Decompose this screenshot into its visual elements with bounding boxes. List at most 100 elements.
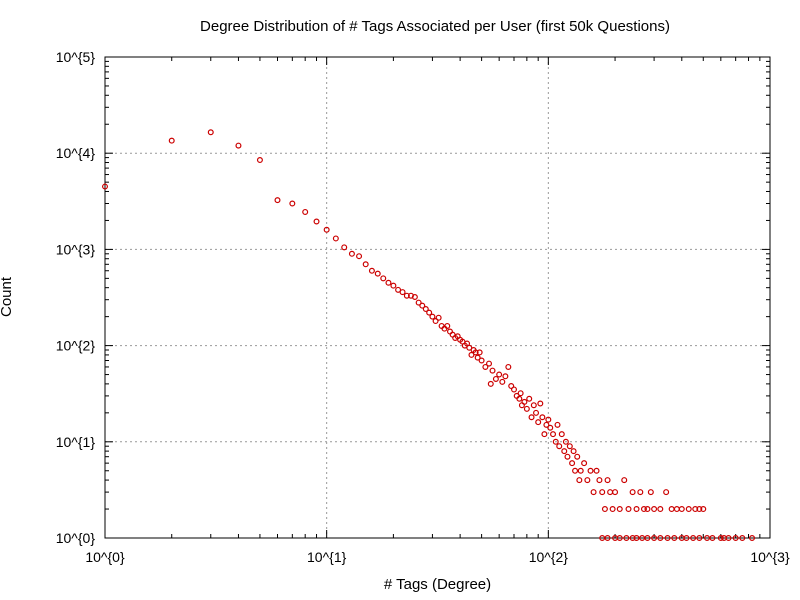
data-point [621,477,628,484]
y-tick-label: 10^{4} [56,145,96,161]
data-point [663,489,670,496]
y-tick-label: 10^{1} [56,434,96,450]
data-point [539,414,546,421]
data-point [528,414,535,421]
data-point [341,244,348,251]
data-point [476,349,483,356]
data-point [492,375,499,382]
axis-ticks: 10^{0} 10^{1} 10^{2} 10^{3} 10^{0} 10^{1} 10^{… [56,49,790,565]
data-point [732,534,739,541]
x-axis-label: # Tags (Degree) [383,576,492,593]
data-point [629,534,636,541]
data-point [496,371,503,378]
data-point [564,453,571,460]
data-point [444,322,451,329]
data-point [601,506,608,513]
data-point [429,313,436,320]
y-tick-label: 10^{0} [56,530,96,546]
data-point [616,506,623,513]
data-point [274,197,281,204]
data-point [584,477,591,484]
data-point [168,137,175,144]
data-point [348,250,355,257]
data-point [577,467,584,474]
data-point [499,378,506,385]
grid-lines [105,57,770,538]
data-point [535,419,542,426]
data-point [651,506,658,513]
data-point [415,299,422,306]
data-point [644,534,651,541]
data-point [683,534,690,541]
data-point [482,363,489,370]
data-point [517,390,524,397]
data-point [380,275,387,282]
data-point [576,477,583,484]
data-point [696,506,703,513]
data-point [487,380,494,387]
data-point [640,506,647,513]
x-tick-label: 10^{2} [529,549,569,565]
data-point [545,416,552,423]
data-point [486,360,493,367]
data-point [323,226,330,233]
data-point [432,318,439,325]
data-point [739,534,746,541]
data-point [633,506,640,513]
data-point [604,477,611,484]
data-point [556,443,563,450]
data-point [607,489,614,496]
data-point [581,460,588,467]
data-point [362,261,369,268]
data-point [604,534,611,541]
data-point [700,506,707,513]
data-point [516,395,523,402]
data-point [530,402,537,409]
data-point [543,421,550,428]
data-point [502,373,509,380]
x-tick-label: 10^{3} [750,549,790,565]
data-point [537,400,544,407]
data-point [566,443,573,450]
data-point [673,506,680,513]
data-point [411,294,418,301]
data-point [302,208,309,215]
data-point [422,306,429,313]
data-point [419,302,426,309]
data-point [356,253,363,260]
data-point [523,405,530,412]
data-point [547,424,554,431]
plot-frame [104,56,771,539]
data-point [696,534,703,541]
data-point [749,534,756,541]
data-point [562,438,569,445]
data-point [435,314,442,321]
data-point [625,506,632,513]
data-point [671,534,678,541]
data-point [593,467,600,474]
y-tick-label: 10^{3} [56,241,96,257]
chart-title: Degree Distribution of # Tags Associated… [200,18,670,35]
data-point [590,489,597,496]
data-point [474,354,481,361]
data-point [368,267,375,274]
data-point [395,286,402,293]
y-tick-label: 10^{5} [56,49,96,65]
data-point [374,270,381,277]
data-point [651,534,658,541]
data-point [526,395,533,402]
data-point [533,409,540,416]
data-point [561,448,568,455]
data-point [572,467,579,474]
data-point [521,398,528,405]
data-point [629,489,636,496]
data-point [668,506,675,513]
data-point [256,156,263,163]
data-point [690,534,697,541]
data-point [616,534,623,541]
data-point [570,448,577,455]
data-point [596,477,603,484]
data-point [541,431,548,438]
data-point [101,183,108,190]
data-point [599,489,606,496]
